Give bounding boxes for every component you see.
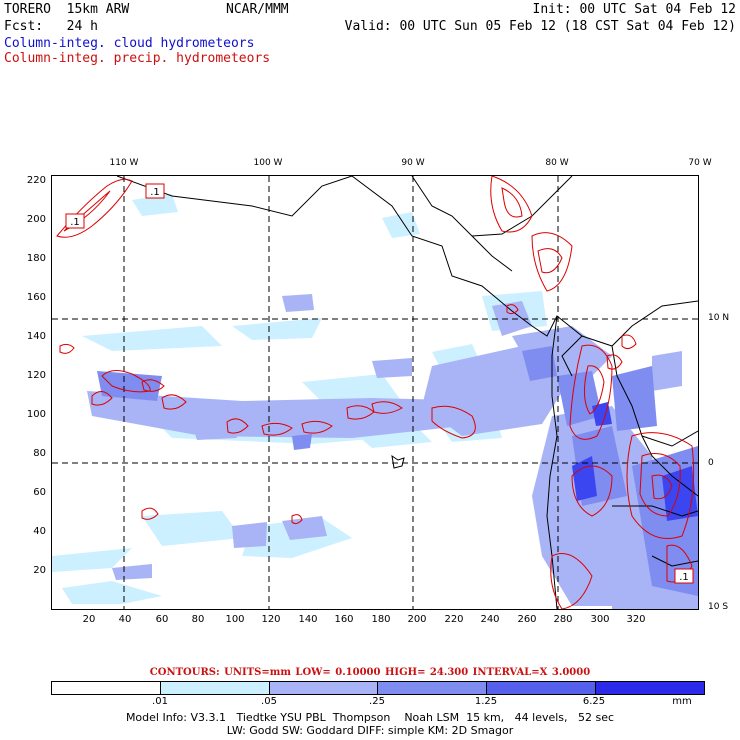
y-tick: 80: [33, 448, 46, 459]
x-tick: 60: [155, 614, 169, 625]
contour-label: .1: [679, 572, 689, 583]
x-tick: 240: [480, 614, 500, 625]
lon-label-70w: 70 W: [688, 158, 712, 168]
x-tick: 260: [517, 614, 537, 625]
contour-label-boxes: .1 .1 .1: [65, 183, 694, 584]
x-tick: 200: [407, 614, 427, 625]
y-tick: 200: [26, 214, 46, 225]
x-tick: 160: [334, 614, 354, 625]
y-tick: 220: [26, 175, 46, 186]
x-tick: 300: [590, 614, 610, 625]
x-tick: 220: [444, 614, 464, 625]
y-tick: 160: [26, 292, 46, 303]
lon-label-80w: 80 W: [545, 158, 569, 168]
lon-label-100w: 100 W: [253, 158, 283, 168]
colorbar: [51, 681, 705, 695]
map-plot: .1 .1 .1: [51, 175, 699, 610]
lon-label-110w: 110 W: [109, 158, 139, 168]
model-physics: LW: Godd SW: Goddard DIFF: simple KM: 2D…: [226, 724, 514, 737]
x-tick: 180: [371, 614, 391, 625]
x-tick: 140: [298, 614, 318, 625]
contour-label: .1: [70, 217, 80, 228]
lat-label-equator: 0: [708, 458, 714, 468]
x-tick: 80: [191, 614, 205, 625]
init-time: Init: 00 UTC Sat 04 Feb 12: [532, 2, 737, 17]
colorbar-label: .01: [152, 696, 168, 707]
colorbar-bin-2: [269, 682, 379, 694]
forecast-hour: Fcst: 24 h: [4, 19, 98, 34]
y-tick: 140: [26, 331, 46, 342]
valid-time: Valid: 00 UTC Sun 05 Feb 12 (18 CST Sat …: [344, 19, 736, 34]
y-tick: 40: [33, 526, 46, 537]
lat-label-10n: 10 N: [708, 313, 730, 323]
cloud-shading-deep: [572, 402, 698, 521]
colorbar-label: 1.25: [474, 696, 498, 707]
lat-lon-grid: [52, 176, 698, 609]
contours-info: CONTOURS: UNITS=mm LOW= 0.10000 HIGH= 24…: [149, 667, 591, 678]
y-tick: 20: [33, 565, 46, 576]
contour-label: .1: [150, 187, 160, 198]
x-tick: 20: [82, 614, 96, 625]
colorbar-bin-4: [487, 682, 597, 694]
colorbar-bin-5: [596, 682, 704, 694]
y-tick: 60: [33, 487, 46, 498]
colorbar-label: .05: [261, 696, 277, 707]
x-tick: 120: [261, 614, 281, 625]
colorbar-label: 6.25: [582, 696, 606, 707]
colorbar-bin-1: [160, 682, 270, 694]
lat-label-10s: 10 S: [708, 602, 729, 612]
lon-label-90w: 90 W: [401, 158, 425, 168]
x-tick: 40: [118, 614, 132, 625]
colorbar-unit: mm: [672, 696, 692, 707]
precip-field-label: Column-integ. precip. hydrometeors: [4, 51, 271, 66]
precip-contours: [56, 176, 695, 609]
model-info: Model Info: V3.3.1 Tiedtke YSU PBL Thomp…: [125, 711, 615, 724]
org-label: NCAR/MMM: [226, 2, 289, 17]
y-tick: 100: [26, 409, 46, 420]
run-title: TORERO 15km ARW: [4, 2, 130, 17]
colorbar-bin-0: [52, 682, 161, 694]
cloud-field-label: Column-integ. cloud hydrometeors: [4, 36, 255, 51]
y-tick: 180: [26, 253, 46, 264]
x-tick: 280: [553, 614, 573, 625]
colorbar-label: .25: [369, 696, 385, 707]
colorbar-bin-3: [378, 682, 488, 694]
x-tick: 100: [225, 614, 245, 625]
map-canvas: .1 .1 .1: [52, 176, 698, 609]
x-tick: 320: [626, 614, 646, 625]
y-tick: 120: [26, 370, 46, 381]
